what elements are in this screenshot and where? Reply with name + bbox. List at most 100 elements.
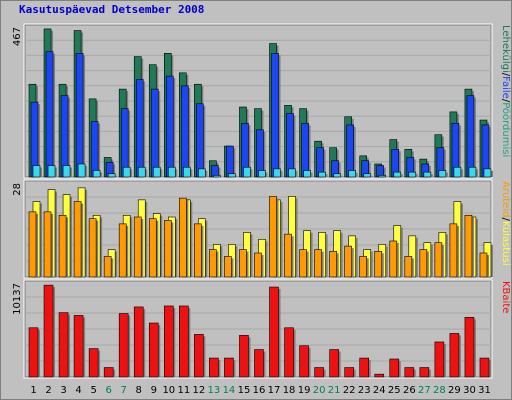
bar-bottom-kbaite bbox=[404, 367, 415, 378]
bar-middle-aruteid bbox=[314, 249, 322, 278]
bar-top-poordumisi bbox=[438, 170, 447, 178]
bar-middle-aruteid bbox=[479, 252, 488, 278]
bar-top-poordumisi bbox=[333, 173, 341, 178]
bar-bottom-kbaite bbox=[269, 286, 279, 378]
x-tick-label: 2 bbox=[45, 385, 51, 396]
legend-entry: Külastusi bbox=[500, 221, 511, 266]
bar-top-faile bbox=[346, 124, 354, 178]
legend-entry: Pöördumisi bbox=[500, 102, 511, 157]
bar-middle-aruteid bbox=[73, 201, 82, 278]
bar-middle-aruteid bbox=[419, 249, 428, 278]
bar-top-faile bbox=[75, 53, 84, 178]
x-tick-label: 16 bbox=[253, 385, 266, 396]
bar-top-poordumisi bbox=[273, 168, 281, 178]
legend-entry: Faile bbox=[500, 76, 511, 99]
legend-entry: KBaite bbox=[500, 281, 511, 313]
bar-top-poordumisi bbox=[107, 173, 116, 178]
x-tick-label: 24 bbox=[373, 385, 386, 396]
x-tick-label: 29 bbox=[448, 385, 461, 396]
bar-middle-aruteid bbox=[449, 223, 458, 278]
bar-top-poordumisi bbox=[62, 165, 71, 178]
x-tick-label: 23 bbox=[358, 385, 371, 396]
bar-top-poordumisi bbox=[183, 166, 191, 178]
bar-middle-aruteid bbox=[224, 256, 232, 278]
y-max-label-top: 467 bbox=[12, 27, 23, 46]
bar-top-faile bbox=[301, 122, 309, 178]
bar-bottom-kbaite bbox=[209, 357, 219, 378]
x-tick-label: 6 bbox=[105, 385, 111, 396]
bar-top-poordumisi bbox=[288, 168, 296, 178]
bar-top-faile bbox=[196, 103, 204, 178]
x-tick-label: 1 bbox=[30, 385, 36, 396]
bar-middle-aruteid bbox=[179, 197, 187, 278]
bar-bottom-kbaite bbox=[28, 327, 39, 378]
x-tick-label: 17 bbox=[268, 385, 281, 396]
bar-top-poordumisi bbox=[243, 166, 251, 178]
legend-top: Lehekülgi/Faile/Pöördumisi bbox=[500, 25, 511, 157]
bar-bottom-kbaite bbox=[419, 367, 430, 378]
bar-top-poordumisi bbox=[152, 166, 161, 178]
x-tick-label: 18 bbox=[283, 385, 296, 396]
bar-top-poordumisi bbox=[408, 171, 417, 178]
bar-middle-aruteid bbox=[434, 242, 443, 278]
x-tick-label: 3 bbox=[60, 385, 66, 396]
bar-middle-aruteid bbox=[389, 240, 398, 278]
bar-top-faile bbox=[181, 85, 189, 178]
x-tick-label: 21 bbox=[328, 385, 341, 396]
x-tick-label: 30 bbox=[463, 385, 476, 396]
x-tick-label: 8 bbox=[136, 385, 142, 396]
bar-top-poordumisi bbox=[483, 168, 492, 178]
bar-bottom-kbaite bbox=[224, 357, 234, 378]
panel-border-bottom bbox=[23, 279, 493, 379]
x-tick-label: 13 bbox=[208, 385, 221, 396]
bar-top-faile bbox=[135, 79, 144, 178]
legend-separator: / bbox=[500, 73, 511, 77]
panel-border-top bbox=[23, 23, 493, 179]
bar-bottom-kbaite bbox=[374, 373, 385, 378]
bar-middle-aruteid bbox=[163, 220, 172, 278]
bar-middle-aruteid bbox=[194, 223, 202, 278]
bar-top-faile bbox=[90, 121, 99, 178]
bar-middle-aruteid bbox=[464, 214, 473, 278]
bar-bottom-kbaite bbox=[449, 333, 460, 378]
bar-top-faile bbox=[226, 145, 234, 178]
bar-middle-aruteid bbox=[284, 233, 292, 278]
bar-bottom-kbaite bbox=[179, 305, 189, 378]
bar-top-poordumisi bbox=[32, 165, 41, 178]
chart-title: Kasutuspäevad Detsember 2008 bbox=[19, 3, 205, 16]
bar-top-poordumisi bbox=[363, 173, 372, 178]
bar-bottom-kbaite bbox=[299, 345, 309, 378]
bar-bottom-kbaite bbox=[58, 312, 69, 378]
bar-middle-aruteid bbox=[58, 214, 67, 278]
bar-top-faile bbox=[286, 113, 294, 178]
bar-bottom-kbaite bbox=[359, 357, 370, 378]
bar-top-poordumisi bbox=[77, 163, 86, 178]
bar-top-poordumisi bbox=[348, 170, 356, 178]
x-tick-label: 10 bbox=[162, 385, 175, 396]
x-tick-label: 31 bbox=[478, 385, 491, 396]
bar-middle-aruteid bbox=[118, 223, 127, 278]
bar-top-faile bbox=[120, 108, 129, 178]
bar-middle-aruteid bbox=[43, 211, 52, 278]
bar-middle-aruteid bbox=[269, 196, 277, 278]
legend-entry: Lehekülgi bbox=[500, 25, 511, 73]
bar-top-poordumisi bbox=[92, 170, 101, 178]
bar-middle-aruteid bbox=[209, 249, 217, 278]
panel-border-middle bbox=[23, 179, 493, 279]
bar-top-faile bbox=[60, 95, 69, 178]
bar-bottom-kbaite bbox=[254, 349, 264, 378]
bar-top-poordumisi bbox=[393, 171, 402, 178]
legend-entry: Aruteid bbox=[500, 181, 511, 218]
bar-top-faile bbox=[165, 75, 174, 178]
bar-top-poordumisi bbox=[258, 170, 266, 178]
x-tick-label: 9 bbox=[151, 385, 157, 396]
bar-top-poordumisi bbox=[137, 166, 146, 178]
legend-bottom: KBaite bbox=[500, 281, 511, 313]
bar-bottom-kbaite bbox=[284, 327, 294, 378]
bar-bottom-kbaite bbox=[194, 334, 204, 378]
x-tick-label: 19 bbox=[298, 385, 311, 396]
x-tick-label: 27 bbox=[418, 385, 431, 396]
bar-middle-aruteid bbox=[359, 256, 368, 278]
